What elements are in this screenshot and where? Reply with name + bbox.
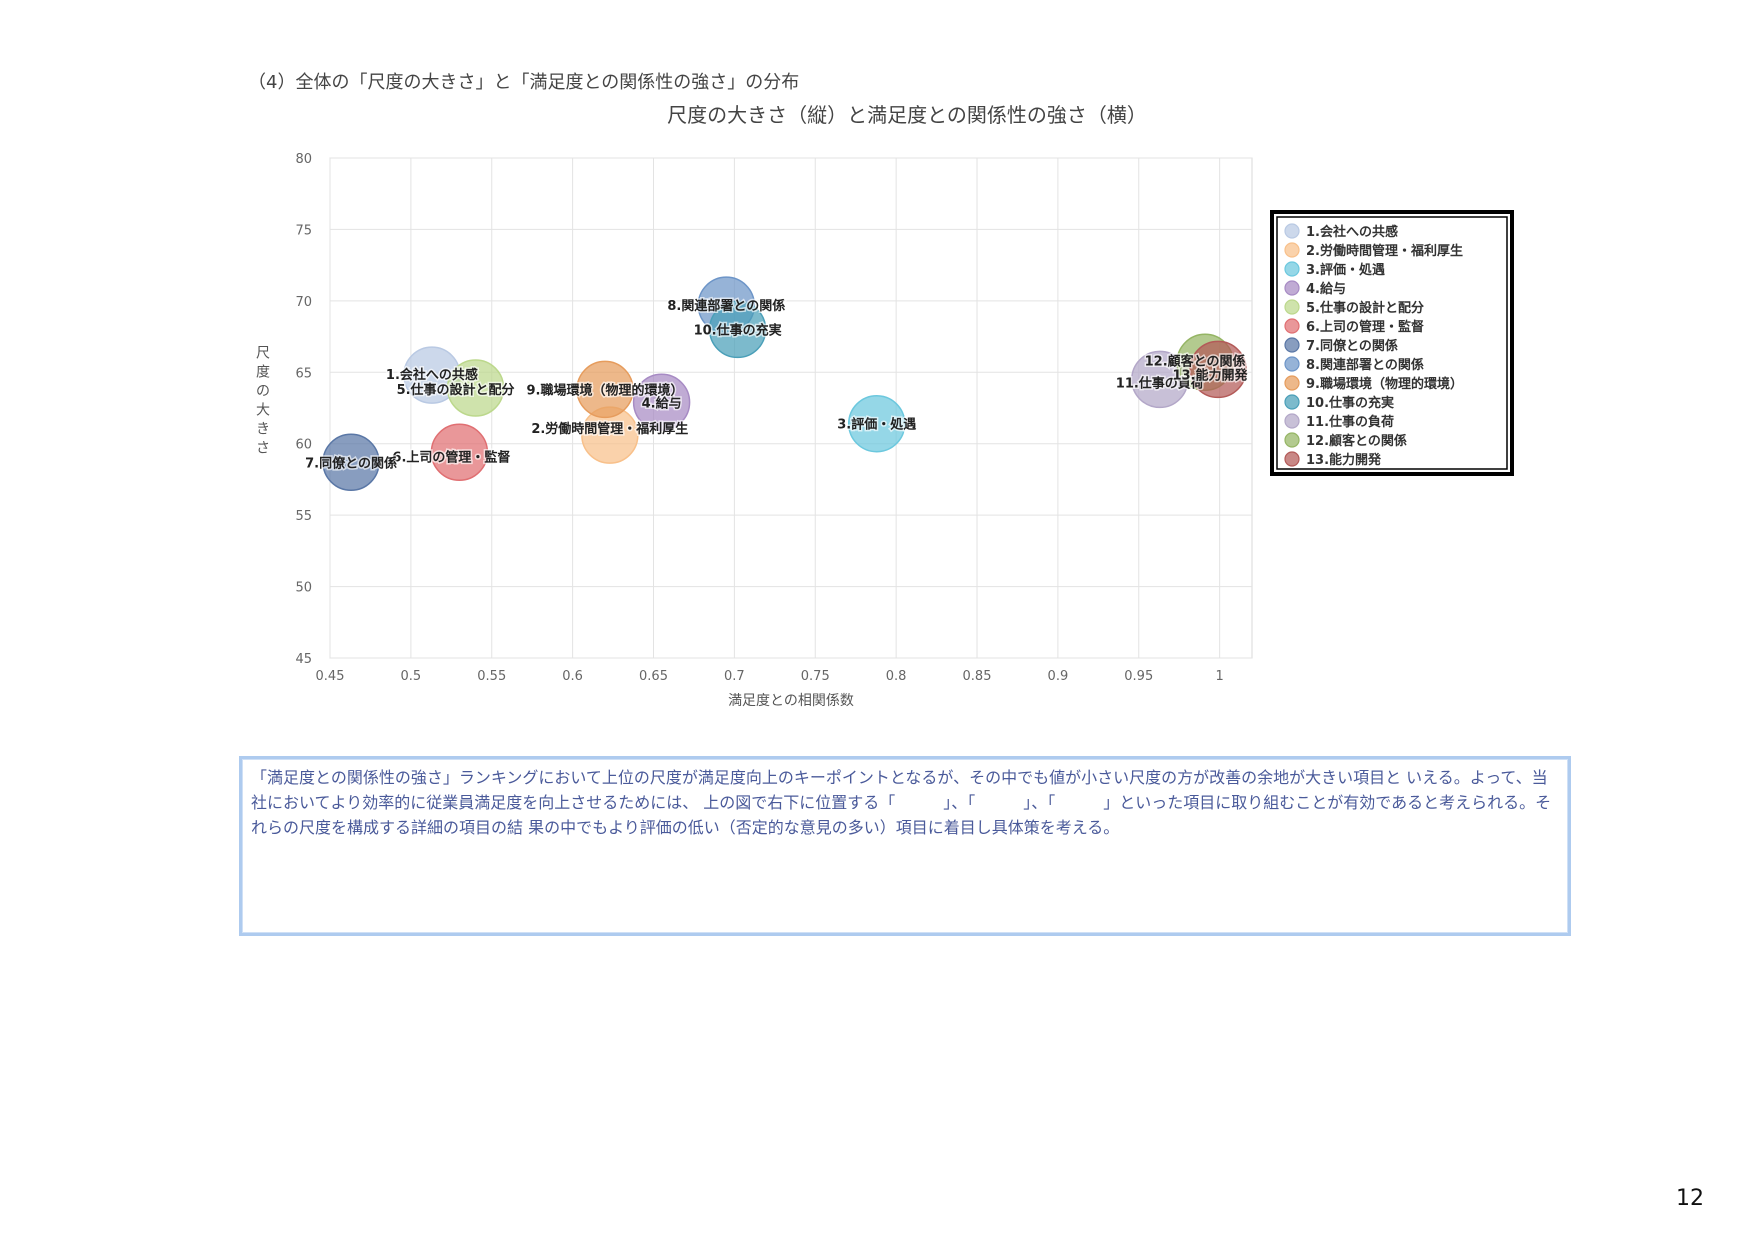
y-tick-label: 60: [295, 438, 312, 453]
legend-marker-7: [1284, 337, 1300, 353]
legend-marker-1: [1284, 223, 1300, 239]
data-label-5: 5.仕事の設計と配分: [397, 382, 515, 398]
legend-marker-3: [1284, 261, 1300, 277]
legend-item-8: 8.関連部署との関係: [1306, 357, 1424, 373]
data-label-9: 9.職場環境（物理的環境）: [526, 382, 683, 398]
bubble-7: [322, 433, 380, 492]
x-tick-label: 0.55: [477, 669, 506, 684]
y-tick-label: 75: [295, 223, 312, 238]
y-tick-label: 50: [295, 581, 312, 596]
x-tick-label: 0.65: [639, 669, 668, 684]
data-label-6: 6.上司の管理・監督: [392, 449, 510, 465]
bubble-4: [632, 373, 691, 432]
page-number: 12: [1676, 1186, 1704, 1211]
x-tick-label: 0.7: [724, 669, 745, 684]
x-tick-label: 0.85: [963, 669, 992, 684]
legend-item-9: 9.職場環境（物理的環境）: [1306, 376, 1463, 392]
legend-item-5: 5.仕事の設計と配分: [1306, 300, 1424, 316]
legend-item-4: 4.給与: [1306, 281, 1346, 297]
legend-marker-5: [1284, 299, 1300, 315]
data-label-1: 1.会社への共感: [386, 367, 478, 383]
y-tick-label: 45: [295, 652, 312, 667]
x-tick-label: 0.75: [801, 669, 830, 684]
legend-item-12: 12.顧客との関係: [1306, 433, 1407, 449]
legend-marker-4: [1284, 280, 1300, 296]
axes: 0.45 0.5 0.55 0.6 0.65 0.7 0.75 0.8 0.85 0.9 0.95 1…: [295, 152, 1223, 684]
legend-marker-13: [1284, 451, 1300, 467]
comment-box[interactable]: 「満足度との関係性の強さ」ランキングにおいて上位の尺度が満足度向上のキーポイント…: [239, 756, 1571, 936]
legend-inner-frame: [1276, 216, 1508, 470]
bubbles: [322, 276, 1247, 492]
data-labels: 1.会社への共感 2.労働時間管理・福利厚生 3.評価・処遇 4.給与 5.仕事の設計と…: [304, 297, 1250, 473]
x-tick-label: 1: [1216, 669, 1224, 684]
x-tick-label: 0.9: [1048, 669, 1069, 684]
legend-marker-2: [1284, 242, 1300, 258]
data-label-13: 13.能力開発: [1173, 367, 1249, 383]
data-label-2: 2.労働時間管理・福利厚生: [531, 421, 688, 437]
data-label-11: 11.仕事の負荷: [1116, 375, 1204, 391]
legend-marker-10: [1284, 394, 1300, 410]
x-tick-label: 0.6: [562, 669, 583, 684]
legend-item-1: 1.会社への共感: [1306, 224, 1398, 240]
legend-item-6: 6.上司の管理・監督: [1306, 319, 1424, 335]
section-heading: （4）全体の「尺度の大きさ」と「満足度との関係性の強さ」の分布: [248, 72, 800, 93]
comment-text: 「満足度との関係性の強さ」ランキングにおいて上位の尺度が満足度向上のキーポイント…: [251, 768, 1552, 837]
legend-marker-8: [1284, 356, 1300, 372]
bubble-10: [708, 300, 767, 359]
data-label-8: 8.関連部署との関係: [667, 298, 785, 314]
legend-item-10: 10.仕事の充実: [1306, 395, 1394, 411]
bubble-9: [576, 360, 634, 419]
legend-frame: [1270, 210, 1514, 476]
data-label-10: 10.仕事の充実: [694, 322, 782, 338]
bubble-6: [430, 423, 489, 482]
x-tick-label: 0.5: [401, 669, 422, 684]
legend-item-2: 2.労働時間管理・福利厚生: [1306, 243, 1463, 259]
legend-marker-9: [1284, 375, 1300, 391]
chart-title: 尺度の大きさ（縦）と満足度との関係性の強さ（横）: [667, 103, 1147, 127]
legend-item-11: 11.仕事の負荷: [1306, 414, 1394, 430]
bubble-chart: 尺度の大きさ（縦）と満足度との関係性の強さ（横） 0.45 0.5 0.55 0.6 0…: [256, 103, 1514, 709]
x-tick-label: 0.95: [1124, 669, 1153, 684]
y-axis-label: 尺度の大きさ: [256, 346, 270, 457]
bubble-5: [446, 359, 505, 417]
legend-marker-11: [1284, 413, 1300, 429]
y-tick-label: 80: [295, 152, 312, 167]
data-label-4: 4.給与: [642, 395, 682, 411]
y-tick-label: 70: [295, 295, 312, 310]
y-tick-label: 65: [295, 366, 312, 381]
x-tick-label: 0.8: [886, 669, 907, 684]
legend-item-7: 7.同僚との関係: [1306, 338, 1398, 354]
x-tick-label: 0.45: [316, 669, 345, 684]
bubble-3: [847, 394, 906, 453]
legend: 1.会社への共感 2.労働時間管理・福利厚生 3.評価・処遇 4.給与 5.仕事の設計と…: [1270, 210, 1514, 476]
legend-marker-6: [1284, 318, 1300, 334]
legend-item-3: 3.評価・処遇: [1306, 262, 1385, 278]
legend-item-13: 13.能力開発: [1306, 452, 1382, 468]
bubble-13: [1189, 340, 1247, 399]
data-label-3: 3.評価・処遇: [837, 417, 916, 433]
x-axis-label: 満足度との相関係数: [728, 693, 854, 709]
legend-marker-12: [1284, 432, 1300, 448]
data-label-7: 7.同僚との関係: [305, 455, 397, 471]
y-tick-label: 55: [295, 509, 312, 524]
data-label-12: 12.顧客との関係: [1145, 353, 1246, 369]
